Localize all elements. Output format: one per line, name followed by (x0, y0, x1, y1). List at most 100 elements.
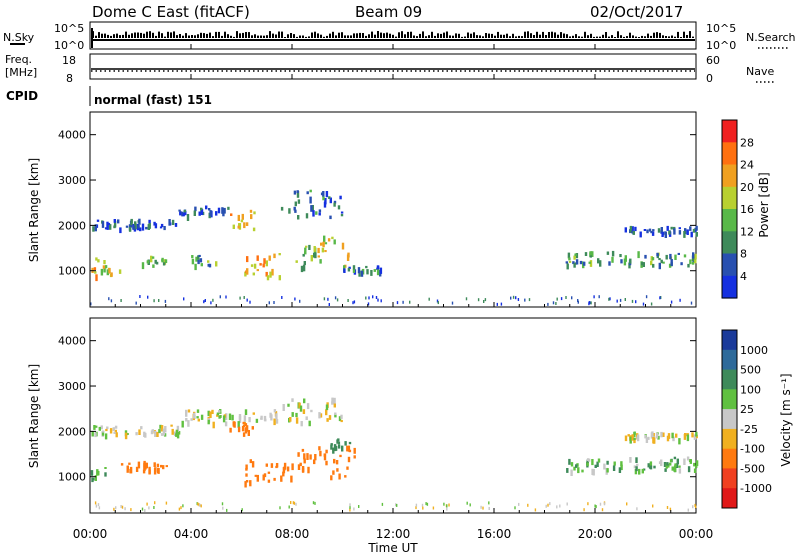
data-cell (303, 261, 306, 266)
data-cell (102, 265, 106, 269)
data-cell (323, 235, 326, 243)
data-cell (209, 210, 212, 217)
data-cell (267, 471, 271, 474)
data-cell (255, 418, 259, 423)
data-cell (588, 261, 591, 264)
nsky-bar (584, 31, 586, 38)
data-cell (273, 477, 276, 481)
data-cell (686, 434, 690, 442)
ground-cell (249, 300, 251, 304)
ground-cell (293, 501, 296, 505)
data-cell (270, 414, 273, 421)
data-cell (298, 402, 301, 409)
nsky-bar (386, 32, 388, 38)
data-cell (337, 205, 341, 210)
data-cell (252, 227, 256, 232)
colorbar-swatch (722, 186, 737, 210)
ground-cell (381, 502, 384, 506)
data-cell (280, 475, 283, 482)
ground-cell (465, 297, 468, 301)
ground-cell (347, 299, 349, 302)
nsky-bar (572, 35, 574, 38)
nsky-bar (143, 33, 145, 38)
data-cell (330, 443, 333, 446)
nsky-bar (179, 34, 181, 38)
nsky-bar (566, 34, 568, 38)
data-cell (275, 465, 278, 469)
nsky-bar (248, 32, 250, 38)
data-cell (101, 221, 105, 228)
colorbar-tick-label: 24 (740, 159, 754, 172)
ground-cell (368, 296, 370, 300)
data-cell (97, 259, 100, 263)
data-cell (680, 262, 683, 266)
data-cell (637, 251, 640, 259)
ground-cell (164, 299, 167, 303)
data-cell (695, 232, 698, 237)
data-cell (295, 417, 299, 424)
data-cell (566, 468, 569, 473)
data-cell (314, 252, 317, 259)
nsky-bar (686, 35, 688, 38)
data-cell (314, 454, 317, 461)
data-cell (265, 271, 268, 277)
data-cell (150, 255, 153, 263)
nsky-bar (548, 32, 550, 38)
data-cell (237, 214, 240, 221)
data-cell (328, 415, 332, 420)
data-cell (187, 409, 191, 413)
data-cell (344, 441, 347, 446)
ground-cell (94, 501, 97, 505)
nsearch-label: N.Search (746, 31, 796, 44)
data-cell (650, 230, 653, 234)
data-cell (324, 242, 328, 245)
data-cell (154, 259, 157, 264)
data-cell (651, 257, 655, 261)
ground-cell (466, 501, 468, 505)
data-cell (573, 255, 576, 260)
data-cell (645, 437, 649, 443)
data-cell (294, 201, 297, 207)
data-cell (158, 429, 161, 433)
nsky-bar (395, 36, 397, 38)
velocity-colorbar-label: Velocity [m s⁻¹] (779, 373, 793, 466)
ground-cell (294, 297, 296, 301)
ground-cell (636, 507, 638, 511)
nsky-bar (665, 36, 667, 38)
colorbar-tick-label: 25 (740, 403, 754, 416)
data-cell (294, 209, 297, 213)
colorbar-tick-label: 4 (740, 270, 747, 283)
data-cell (668, 263, 672, 268)
ground-cell (428, 297, 430, 301)
data-cell (334, 413, 337, 418)
ground-cell (372, 295, 374, 299)
data-cell (347, 445, 351, 452)
ground-cell (120, 505, 122, 508)
ground-cell (358, 505, 360, 508)
data-cell (160, 433, 164, 436)
data-cell (329, 215, 332, 220)
data-cell (152, 264, 155, 268)
ground-cell (353, 300, 356, 304)
ground-cell (352, 301, 354, 305)
nsky-bar (671, 35, 673, 38)
data-cell (101, 431, 105, 436)
data-cell (141, 262, 145, 270)
data-cell (365, 265, 368, 269)
data-cell (319, 413, 323, 418)
data-cell (666, 462, 669, 466)
data-cell (217, 207, 221, 214)
data-cell (678, 465, 681, 468)
data-cell (247, 430, 250, 436)
data-cell (193, 412, 196, 418)
ground-cell (626, 502, 628, 506)
ground-cell (552, 301, 555, 305)
nsky-bar (275, 34, 277, 38)
colorbar-tick-label: 500 (740, 364, 761, 377)
nsky-bar (263, 35, 265, 38)
data-cell (618, 467, 622, 473)
data-cell (340, 214, 344, 217)
nsky-bar (113, 34, 115, 38)
ground-cell (295, 502, 297, 506)
data-cell (319, 259, 322, 264)
